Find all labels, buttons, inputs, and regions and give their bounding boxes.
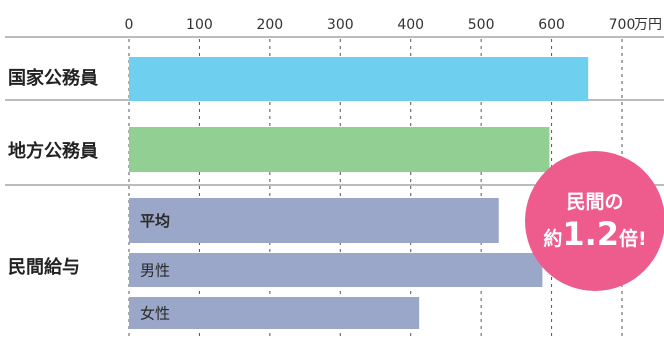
badge-prefix: 約 bbox=[543, 227, 562, 250]
tick-label-100: 100 bbox=[186, 17, 213, 33]
badge-suffix: 倍! bbox=[619, 227, 647, 250]
unit-label: 万円 bbox=[634, 17, 662, 33]
tick-label-200: 200 bbox=[256, 17, 283, 33]
group-label-3: 民間給与 bbox=[8, 256, 80, 278]
bar-1-1 bbox=[129, 57, 589, 101]
bar-3-2 bbox=[129, 253, 543, 287]
badge-line1: 民間の bbox=[566, 191, 623, 213]
tick-label-700: 700 bbox=[609, 17, 636, 33]
tick-label-400: 400 bbox=[397, 17, 424, 33]
tick-label-500: 500 bbox=[468, 17, 495, 33]
bar-label-3-1: 平均 bbox=[140, 212, 170, 230]
badge-number: 1.2 bbox=[562, 215, 619, 253]
group-label-1: 国家公務員 bbox=[8, 67, 98, 89]
tick-label-300: 300 bbox=[327, 17, 354, 33]
bar-2-1 bbox=[129, 127, 550, 172]
badge-circle bbox=[525, 151, 664, 291]
bar-label-3-2: 男性 bbox=[140, 262, 170, 280]
tick-label-600: 600 bbox=[538, 17, 565, 33]
bar-3-3 bbox=[129, 297, 420, 329]
bar-label-3-3: 女性 bbox=[140, 305, 170, 323]
badge-line2: 約1.2倍! bbox=[543, 215, 646, 253]
tick-label-0: 0 bbox=[125, 17, 134, 33]
bar-3-1 bbox=[129, 198, 499, 243]
group-label-2: 地方公務員 bbox=[8, 140, 98, 162]
